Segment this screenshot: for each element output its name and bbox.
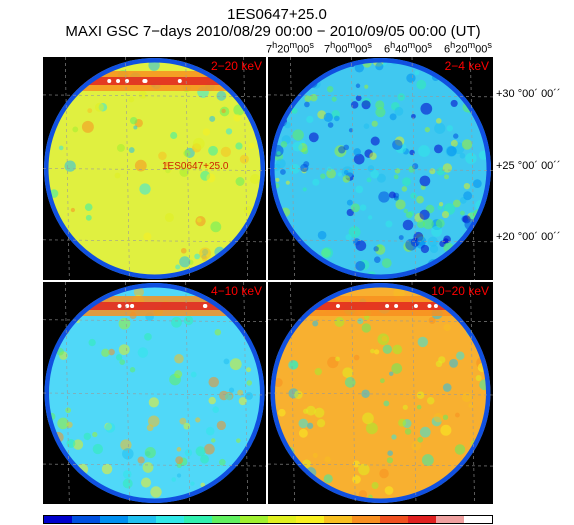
source-label: 1ES0647+25.0	[162, 161, 229, 172]
sky-panel: 4−10 keV	[42, 281, 267, 505]
colorbar-segment	[268, 516, 296, 523]
sky-panel: 10−20 keV	[267, 281, 494, 505]
colorbar-segment	[436, 516, 464, 523]
colorbar-segment	[240, 516, 268, 523]
sky-panel: 2−4 keV	[267, 56, 494, 281]
colorbar-segment	[464, 516, 492, 523]
colorbar-segment	[128, 516, 156, 523]
sky-panel: 2−20 keV	[42, 56, 267, 281]
ra-tick-label: 6h40m00s	[384, 40, 432, 56]
colorbar	[43, 515, 493, 524]
ra-tick-label: 6h20m00s	[444, 40, 492, 56]
sky-map-panels: 2−20 keV 2−4 keV 4−10 keV 10−20 keV 1ES0647+…	[42, 56, 494, 505]
colorbar-segment	[408, 516, 436, 523]
figure-title: 1ES0647+25.0	[227, 6, 327, 23]
dec-tick-label: +20 °00´ 00´´	[496, 231, 561, 243]
colorbar-segment	[352, 516, 380, 523]
figure-subtitle: MAXI GSC 7−days 2010/08/29 00:00 − 2010/…	[65, 23, 481, 40]
colorbar-segment	[380, 516, 408, 523]
colorbar-segment	[184, 516, 212, 523]
colorbar-segment	[44, 516, 72, 523]
ra-tick-label: 7h20m00s	[266, 40, 314, 56]
energy-band-label: 2−20 keV	[211, 59, 262, 73]
dec-tick-label: +25 °00´ 00´´	[496, 160, 561, 172]
energy-band-label: 2−4 keV	[445, 59, 489, 73]
energy-band-label: 10−20 keV	[431, 284, 489, 298]
colorbar-segment	[100, 516, 128, 523]
colorbar-segment	[212, 516, 240, 523]
colorbar-segment	[156, 516, 184, 523]
colorbar-segment	[324, 516, 352, 523]
energy-band-label: 4−10 keV	[211, 284, 262, 298]
colorbar-segment	[72, 516, 100, 523]
dec-tick-label: +30 °00´ 00´´	[496, 88, 561, 100]
ra-tick-label: 7h00m00s	[324, 40, 372, 56]
colorbar-segment	[296, 516, 324, 523]
